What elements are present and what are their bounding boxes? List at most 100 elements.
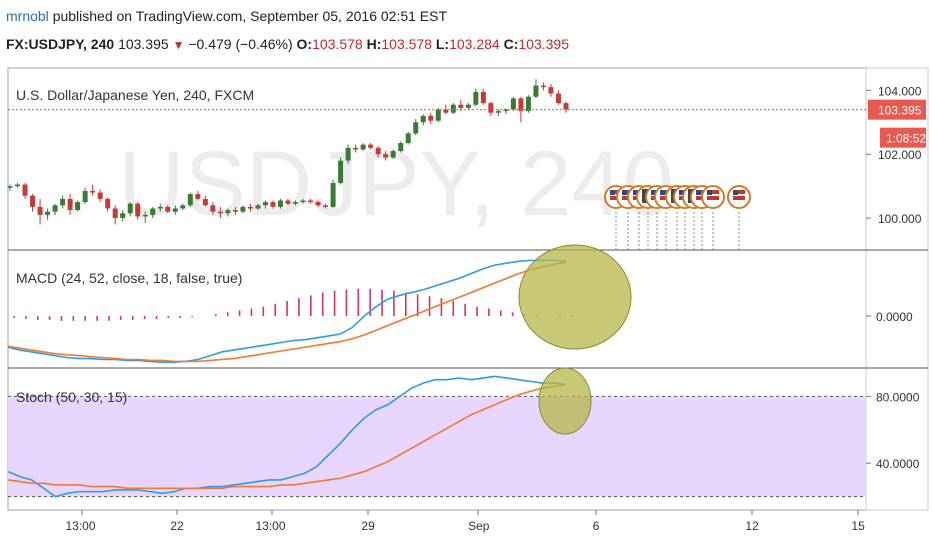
candle-body (37, 206, 43, 215)
y-tick-label: 80.0000 (876, 390, 920, 404)
candle-body (518, 98, 524, 112)
x-tick-label: 22 (170, 519, 184, 533)
stoch-pane-title: Stoch (50, 30, 15) (16, 389, 127, 405)
candle-body (458, 104, 464, 108)
candle-body (480, 91, 486, 104)
x-tick-label: 15 (851, 519, 865, 533)
candle-body (360, 144, 366, 150)
candle-body (383, 154, 389, 158)
flag-canton (733, 190, 738, 195)
y-tick-label: 100.000 (878, 212, 922, 226)
candle-body (285, 200, 291, 204)
flag-canton (707, 190, 712, 195)
candle-body (390, 151, 396, 158)
close-value: 103.395 (518, 36, 569, 52)
candle-body (450, 104, 456, 113)
x-tick-label: 6 (593, 519, 600, 533)
candle-body (150, 208, 156, 215)
candle-body (187, 194, 193, 206)
last-price-tag (868, 99, 926, 120)
high-value: 103.578 (381, 36, 432, 52)
flag-canton (610, 190, 615, 195)
candle-body (563, 103, 569, 110)
x-tick-label: 13:00 (256, 519, 286, 533)
last-price-label: 103.395 (878, 104, 922, 118)
candle-body (247, 206, 253, 209)
candle-body (127, 203, 133, 214)
candle-body (240, 206, 246, 212)
flag-stripe (733, 196, 745, 200)
price-axis-frame (865, 67, 929, 511)
candle-body (533, 85, 539, 97)
stoch-d-line (7, 383, 567, 490)
macd-pane-title: MACD (24, 52, close, 18, false, true) (16, 270, 242, 286)
candle-body (345, 147, 351, 161)
flag-stripe (610, 196, 622, 200)
stoch-band (8, 396, 866, 497)
candle-body (435, 109, 441, 121)
down-arrow-icon: ▼ (172, 38, 185, 52)
ohlc-info: FX:USDJPY, 240 103.395 ▼ −0.479 (−0.46%)… (6, 36, 569, 52)
annotation-ellipse (538, 367, 592, 435)
candle-body (210, 205, 216, 212)
candle-body (232, 210, 238, 212)
flag-stripe (733, 190, 745, 194)
flag-canton (622, 190, 627, 195)
x-tick-label: Sep (468, 519, 490, 533)
last-price: 103.395 (118, 36, 169, 52)
candle-body (413, 122, 419, 134)
watermark-text: USDJPY, 240 (118, 133, 674, 235)
flag-stripe (610, 190, 622, 194)
candle-body (495, 111, 501, 113)
candle-body (277, 200, 283, 207)
candle-body (540, 85, 546, 88)
price-change: −0.479 (−0.46%) (188, 36, 293, 52)
candle-body (510, 98, 516, 110)
y-tick-label: 104.000 (878, 84, 922, 98)
y-tick-label: 0.0000 (876, 310, 913, 324)
candle-body (202, 198, 208, 206)
flag-stripe (622, 190, 634, 194)
candle-body (165, 206, 171, 212)
candle-body (548, 87, 554, 94)
candle-body (157, 206, 163, 209)
stoch-k-line (7, 375, 567, 498)
candle-body (52, 205, 58, 212)
low-label: L: (435, 36, 450, 52)
countdown-label: 1:08:52 (886, 132, 926, 146)
candle-body (180, 205, 186, 209)
candle-body (225, 210, 231, 214)
open-value: 103.578 (312, 36, 363, 52)
signal-line (7, 261, 567, 363)
candle-body (217, 211, 223, 214)
y-tick-label: 102.000 (878, 148, 922, 162)
flag-canton (660, 190, 665, 195)
candle-body (420, 115, 426, 123)
candle-body (30, 195, 36, 207)
candle-body (90, 190, 96, 193)
candle-body (473, 91, 479, 105)
flag-canton (633, 190, 638, 195)
candle-body (255, 205, 261, 209)
candle-body (503, 109, 509, 112)
flag-canton (651, 190, 656, 195)
candle-body (15, 184, 21, 187)
flag-stripe (707, 196, 719, 200)
candle-body (300, 200, 306, 203)
candle-body (315, 202, 321, 206)
high-label: H: (366, 36, 382, 52)
publish-info: mrnobl published on TradingView.com, Sep… (6, 8, 447, 24)
low-value: 103.284 (449, 36, 500, 52)
countdown-tag (880, 127, 926, 148)
candle-body (135, 203, 141, 217)
candle-body (60, 198, 66, 206)
flag-stripe (707, 190, 719, 194)
author-link[interactable]: mrnobl (6, 8, 49, 24)
candle-body (428, 115, 434, 121)
candle-body (323, 205, 329, 207)
candle-body (443, 109, 449, 113)
candle-body (405, 133, 411, 144)
close-label: C: (503, 36, 519, 52)
candle-body (398, 143, 404, 152)
